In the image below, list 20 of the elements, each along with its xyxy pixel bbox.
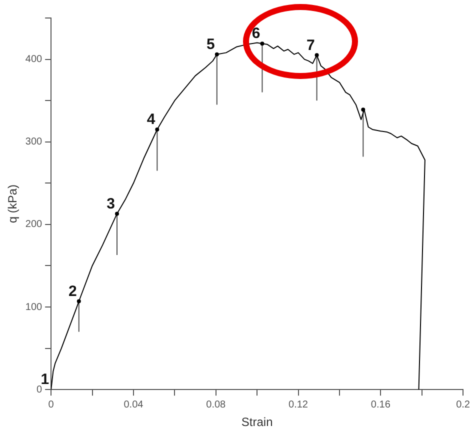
annotation: 3 — [106, 195, 115, 212]
y-tick-label: 200 — [25, 219, 43, 230]
x-tick-label: 0.04 — [124, 399, 144, 410]
x-tick-label: 0.16 — [370, 399, 391, 410]
annotation: 1 — [40, 371, 50, 388]
annotation: 5 — [206, 36, 215, 53]
y-axis-title: q (kPa) — [6, 184, 20, 224]
x-tick-label: 0.2 — [456, 399, 470, 410]
y-tick-label: 100 — [25, 302, 43, 313]
x-tick-label: 0 — [48, 399, 54, 410]
annotation: 7 — [306, 36, 315, 54]
x-tick-label: 0.08 — [206, 399, 226, 410]
y-tick-label: 300 — [25, 136, 43, 148]
y-tick-label: 0 — [36, 384, 43, 396]
x-axis-title: Strain — [241, 415, 273, 430]
annotation: 4 — [146, 111, 156, 128]
annotation: 2 — [68, 282, 77, 300]
x-tick-label: 0.12 — [288, 399, 308, 410]
y-tick-label: 400 — [25, 54, 43, 66]
annotation: 6 — [252, 25, 260, 42]
